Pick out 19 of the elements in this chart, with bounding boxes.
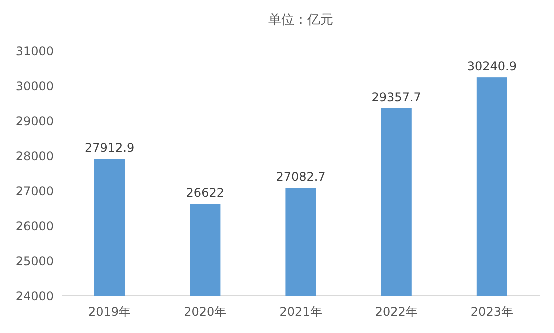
- y-tick-label: 28000: [16, 150, 54, 164]
- x-tick-label: 2021年: [280, 305, 322, 319]
- data-label: 30240.9: [467, 60, 518, 74]
- y-tick-label: 31000: [16, 44, 54, 58]
- x-tick-label: 2019年: [88, 305, 132, 319]
- y-tick-label: 25000: [16, 254, 54, 268]
- y-tick-label: 27000: [16, 184, 54, 198]
- chart-title: 单位：亿元: [268, 13, 334, 28]
- x-tick-label: 2020年: [184, 305, 227, 319]
- y-tick-label: 26000: [16, 220, 54, 234]
- y-tick-label: 24000: [16, 290, 54, 304]
- data-label: 26622: [186, 186, 224, 200]
- data-label: 27912.9: [84, 141, 135, 156]
- y-tick-label: 30000: [16, 80, 54, 94]
- x-tick-label: 2023年: [470, 305, 514, 319]
- data-label: 29357.7: [372, 90, 422, 104]
- data-label: 27082.7: [276, 170, 326, 184]
- x-tick-label: 2022年: [375, 305, 418, 319]
- y-tick-label: 29000: [16, 114, 54, 128]
